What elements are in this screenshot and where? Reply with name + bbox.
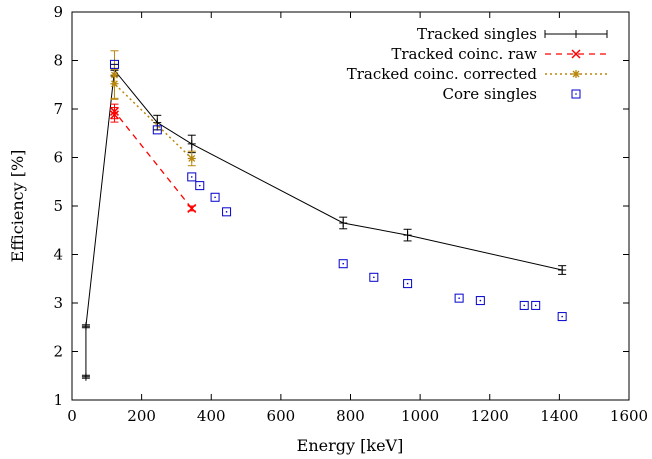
legend-swatch-marker [572,70,580,78]
y-tick-label: 3 [53,294,63,312]
x-tick-label: 800 [336,407,365,425]
data-point-dot [156,129,159,131]
y-tick-label: 8 [53,52,63,70]
series-3 [109,59,567,322]
data-point [187,203,197,213]
data-point-dot [561,315,563,318]
data-point-dot [534,304,537,307]
data-point-dot [198,184,201,187]
y-tick-label: 2 [53,343,63,361]
legend-label: Tracked coinc. raw [391,45,537,63]
series-0 [81,63,567,381]
data-point [557,312,567,322]
data-point-dot [214,196,216,199]
data-point [222,207,232,217]
data-point [519,300,529,310]
series-2 [110,50,196,167]
y-tick-label: 1 [53,391,63,409]
y-axis-label: Efficiency [%] [8,150,27,263]
data-point-dot [190,176,193,178]
data-point-dot [113,63,116,66]
data-point-dot [479,299,482,302]
data-point [454,293,464,303]
data-point [475,296,485,306]
data-point-dot [342,262,344,265]
x-tick-label: 1200 [471,407,509,425]
legend-swatch-marker [571,49,581,59]
legend-swatch-marker-dot [575,93,577,95]
data-point [210,192,220,202]
data-point [152,125,162,135]
data-point [195,181,205,191]
x-tick-label: 0 [67,407,77,425]
data-point-dot [225,211,228,213]
legend-swatch-marker [571,89,581,99]
x-tick-label: 1400 [540,407,578,425]
data-point [403,279,413,289]
data-point [403,231,412,240]
x-tick-label: 1000 [401,407,439,425]
data-point [109,106,120,116]
legend-label: Tracked coinc. corrected [347,65,538,83]
y-tick-label: 7 [53,100,63,118]
series-1 [109,103,197,213]
legend-swatch-marker [572,30,580,38]
legend-label: Core singles [443,85,537,103]
y-tick-label: 4 [53,246,63,264]
data-point-dot [523,304,526,307]
data-point [109,110,120,120]
legend-label: Tracked singles [417,25,537,43]
series-line [113,75,193,160]
x-tick-label: 400 [197,407,226,425]
data-point [109,59,119,69]
data-point-dot [406,282,409,285]
data-point [369,272,379,282]
data-point [81,372,90,381]
data-point [531,300,541,310]
data-point [187,139,196,148]
data-point [153,118,162,127]
data-point [110,79,119,88]
data-point-dot [458,297,460,299]
data-point [339,218,348,227]
y-tick-label: 5 [53,197,63,215]
data-point [187,154,196,163]
x-tick-label: 600 [267,407,296,425]
x-tick-label: 1600 [610,407,648,425]
y-tick-label: 6 [53,149,63,167]
y-tick-label: 9 [53,3,63,21]
data-point-dot [373,276,375,279]
data-point [558,266,567,275]
x-tick-label: 200 [127,407,156,425]
x-axis-label: Energy [keV] [297,436,404,455]
data-point [81,322,90,331]
data-point [338,259,348,269]
data-point [110,71,119,80]
series-line [85,68,563,377]
data-point [187,172,197,182]
